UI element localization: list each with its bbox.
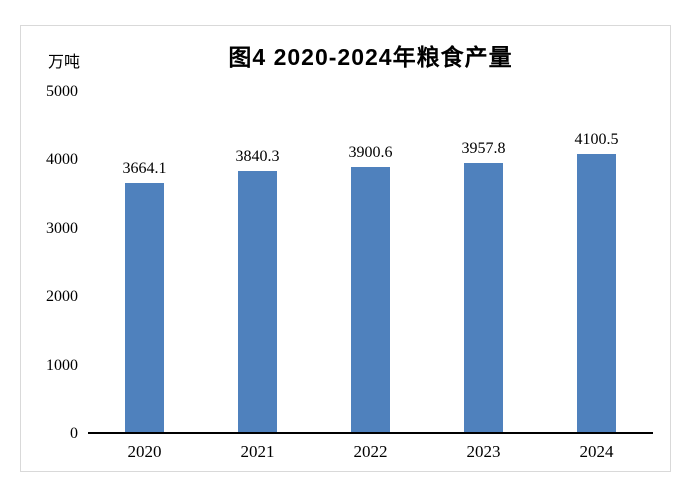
y-tick-label: 5000 [46,83,78,100]
bar-group: 3840.3 [201,92,314,434]
x-axis-label: 2024 [579,442,614,461]
bar-group: 4100.5 [540,92,653,434]
x-axis-label: 2023 [466,442,501,461]
x-axis-line [88,432,653,434]
x-axis-label: 2022 [353,442,388,461]
y-axis-unit-label: 万吨 [48,54,81,71]
bar [125,183,164,434]
x-axis-labels: 2020 2021 2022 2023 2024 [88,442,653,462]
bar [577,153,616,434]
x-axis-label: 2021 [240,442,275,461]
bar [464,163,503,434]
bar-group: 3664.1 [88,92,201,434]
y-tick-label: 1000 [46,356,78,374]
plot-area: 3664.1 3840.3 3900.6 3957.8 4100.5 [88,92,653,434]
bar-group: 3957.8 [427,92,540,434]
y-axis: 0 1000 2000 3000 4000 5000 [20,0,78,495]
y-tick-label: 2000 [46,288,78,306]
bar-value-label: 3664.1 [122,160,167,178]
bar [351,167,390,434]
chart-title: 图4 2020-2024年粮食产量 [228,44,513,70]
y-tick-label: 3000 [46,219,78,237]
bar-value-label: 3840.3 [235,148,280,166]
y-tick-label: 4000 [46,151,78,169]
bar-group: 3900.6 [314,92,427,434]
x-axis-label: 2020 [127,442,162,461]
bar [238,171,277,434]
bar-value-label: 3957.8 [461,140,506,158]
y-tick-label: 0 [70,425,78,442]
bar-value-label: 3900.6 [348,144,393,162]
bar-value-label: 4100.5 [574,130,619,148]
